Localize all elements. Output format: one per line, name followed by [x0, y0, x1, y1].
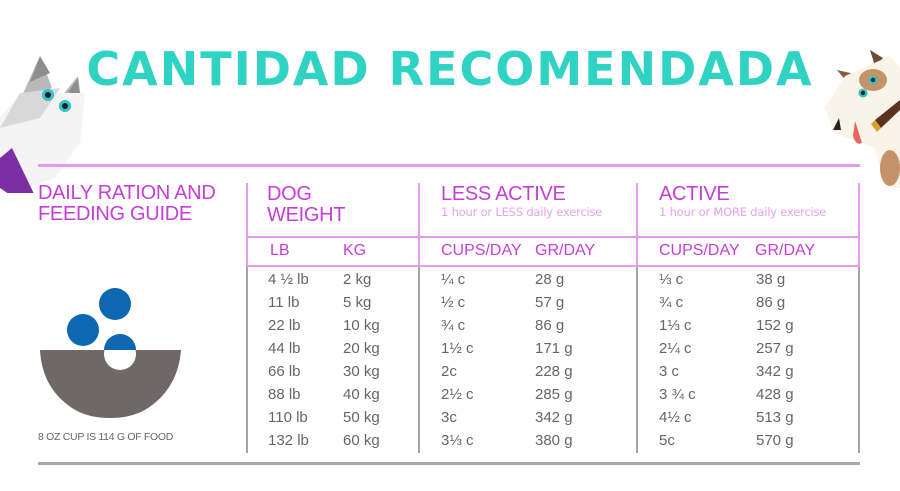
table-cell: 2¼ c [659, 340, 692, 357]
table-cell: 11 lb [268, 294, 300, 311]
table-cell: 22 lb [268, 317, 301, 334]
dog-weight-header: DOG WEIGHT [267, 183, 346, 226]
top-divider [38, 164, 860, 167]
cup-conversion-note: 8 OZ CUP IS 114 G OF FOOD [38, 431, 174, 443]
table-cell: ⅓ c [659, 271, 684, 288]
table-cell: 2c [441, 363, 457, 380]
table-cell: 4 ½ lb [268, 271, 309, 288]
table-cell: 40 kg [343, 386, 380, 403]
bottom-divider [38, 462, 860, 465]
column-active-gr: 38 g 86 g 152 g 257 g 342 g 428 g 513 g … [756, 268, 794, 452]
unit-less-gr: GR/DAY [535, 242, 596, 259]
table-cell: 57 g [535, 294, 565, 311]
table-cell: 428 g [756, 386, 794, 403]
table-cell: 5c [659, 432, 675, 449]
column-divider [418, 267, 420, 453]
less-active-subtitle: 1 hour or LESS daily exercise [441, 205, 603, 219]
column-kg: 2 kg 5 kg 10 kg 20 kg 30 kg 40 kg 50 kg … [343, 268, 380, 452]
table-cell: 88 lb [268, 386, 301, 403]
table-cell: 513 g [756, 409, 794, 426]
table-cell: 257 g [756, 340, 794, 357]
table-cell: ¾ c [441, 317, 466, 334]
unit-kg: KG [343, 242, 367, 259]
active-subtitle: 1 hour or MORE daily exercise [659, 205, 827, 219]
table-cell: 1½ c [441, 340, 474, 357]
unit-less-cups: CUPS/DAY [441, 242, 522, 259]
table-cell: 228 g [535, 363, 573, 380]
column-divider [636, 267, 638, 453]
column-divider [858, 267, 860, 453]
active-title: ACTIVE [659, 183, 730, 205]
header-divider [246, 236, 860, 238]
table-cell: 5 kg [343, 294, 372, 311]
table-cell: 110 lb [268, 409, 308, 426]
column-divider [858, 183, 860, 267]
active-header: ACTIVE 1 hour or MORE daily exercise [659, 183, 827, 220]
dog-weight-header-line1: DOG [267, 183, 312, 205]
table-cell: 44 lb [268, 340, 301, 357]
table-cell: 60 kg [343, 432, 380, 449]
table-cell: 86 g [756, 294, 786, 311]
table-cell: 4½ c [659, 409, 692, 426]
column-divider [636, 183, 638, 267]
table-cell: ½ c [441, 294, 466, 311]
table-cell: 3 ¾ c [659, 386, 696, 403]
unit-active-cups: CUPS/DAY [659, 242, 740, 259]
table-cell: 570 g [756, 432, 794, 449]
table-cell: 2½ c [441, 386, 474, 403]
less-active-title: LESS ACTIVE [441, 183, 566, 205]
table-cell: ¾ c [659, 294, 684, 311]
table-cell: 3 c [659, 363, 680, 380]
table-cell: 50 kg [343, 409, 380, 426]
table-cell: 342 g [535, 409, 573, 426]
table-cell: 38 g [756, 271, 786, 288]
table-cell: 380 g [535, 432, 573, 449]
column-less-cups: ¼ c ½ c ¾ c 1½ c 2c 2½ c 3c 3⅓ c [441, 268, 474, 452]
table-cell: 285 g [535, 386, 573, 403]
column-active-cups: ⅓ c ¾ c 1⅓ c 2¼ c 3 c 3 ¾ c 4½ c 5c [659, 268, 696, 452]
page-title: CANTIDAD RECOMENDADA [86, 42, 814, 96]
table-cell: 86 g [535, 317, 565, 334]
table-cell: 66 lb [268, 363, 301, 380]
table-cell: 3⅓ c [441, 432, 474, 449]
table-cell: 30 kg [343, 363, 380, 380]
column-divider [246, 267, 248, 453]
column-divider [246, 183, 248, 267]
dog-illustration [825, 50, 900, 188]
unit-lb: LB [270, 242, 290, 259]
guide-title-line1: DAILY RATION AND [38, 182, 216, 204]
table-cell: 28 g [535, 271, 565, 288]
guide-title: DAILY RATION AND FEEDING GUIDE [38, 182, 216, 225]
dog-weight-header-line2: WEIGHT [267, 204, 346, 226]
column-less-gr: 28 g 57 g 86 g 171 g 228 g 285 g 342 g 3… [535, 268, 573, 452]
table-cell: 152 g [756, 317, 794, 334]
guide-title-line2: FEEDING GUIDE [38, 203, 192, 225]
table-cell: ¼ c [441, 271, 466, 288]
table-cell: 171 g [535, 340, 573, 357]
header-divider [246, 265, 860, 267]
table-cell: 3c [441, 409, 457, 426]
less-active-header: LESS ACTIVE 1 hour or LESS daily exercis… [441, 183, 603, 220]
unit-active-gr: GR/DAY [755, 242, 816, 259]
cat-illustration [0, 56, 85, 193]
column-lb: 4 ½ lb 11 lb 22 lb 44 lb 66 lb 88 lb 110… [268, 268, 309, 452]
table-cell: 342 g [756, 363, 794, 380]
table-cell: 1⅓ c [659, 317, 692, 334]
food-bowl-icon [40, 288, 181, 418]
table-cell: 2 kg [343, 271, 372, 288]
column-divider [418, 183, 420, 267]
table-cell: 132 lb [268, 432, 309, 449]
table-cell: 10 kg [343, 317, 380, 334]
table-cell: 20 kg [343, 340, 380, 357]
